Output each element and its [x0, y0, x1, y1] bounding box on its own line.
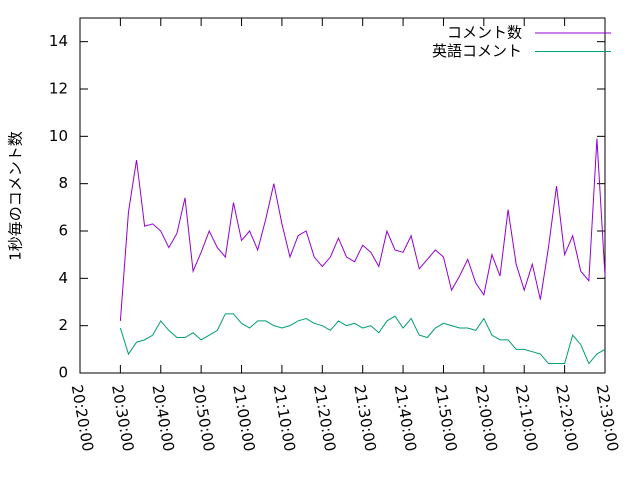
y-tick-label: 14	[49, 32, 68, 50]
y-tick-label: 0	[58, 364, 68, 382]
y-tick-label: 10	[49, 127, 68, 145]
y-tick-label: 2	[58, 316, 68, 334]
x-tick-label: 22:10:00	[512, 383, 541, 452]
x-tick-label: 20:30:00	[108, 383, 137, 452]
legend-label: 英語コメント	[432, 42, 522, 60]
legend-label: コメント数	[447, 24, 522, 42]
data-line	[119, 138, 606, 321]
y-tick-label: 4	[58, 269, 68, 287]
x-tick-label: 21:10:00	[270, 383, 299, 452]
x-tick-label: 21:30:00	[350, 383, 379, 452]
y-tick-label: 6	[58, 222, 68, 240]
x-tick-label: 20:20:00	[68, 383, 97, 452]
data-line	[119, 313, 606, 365]
y-axis-label: 1秒毎のコメント数	[7, 131, 25, 261]
x-tick-label: 21:20:00	[310, 383, 339, 452]
x-tick-label: 22:00:00	[471, 383, 500, 452]
x-tick-label: 20:50:00	[189, 383, 218, 452]
y-tick-label: 8	[58, 174, 68, 192]
x-tick-label: 22:30:00	[593, 383, 622, 452]
y-tick-label: 12	[49, 80, 68, 98]
x-tick-label: 21:50:00	[431, 383, 460, 452]
x-tick-label: 21:00:00	[229, 383, 258, 452]
x-tick-label: 20:40:00	[148, 383, 177, 452]
plot-frame	[79, 17, 606, 374]
x-tick-label: 21:40:00	[391, 383, 420, 452]
x-tick-label: 22:20:00	[552, 383, 581, 452]
